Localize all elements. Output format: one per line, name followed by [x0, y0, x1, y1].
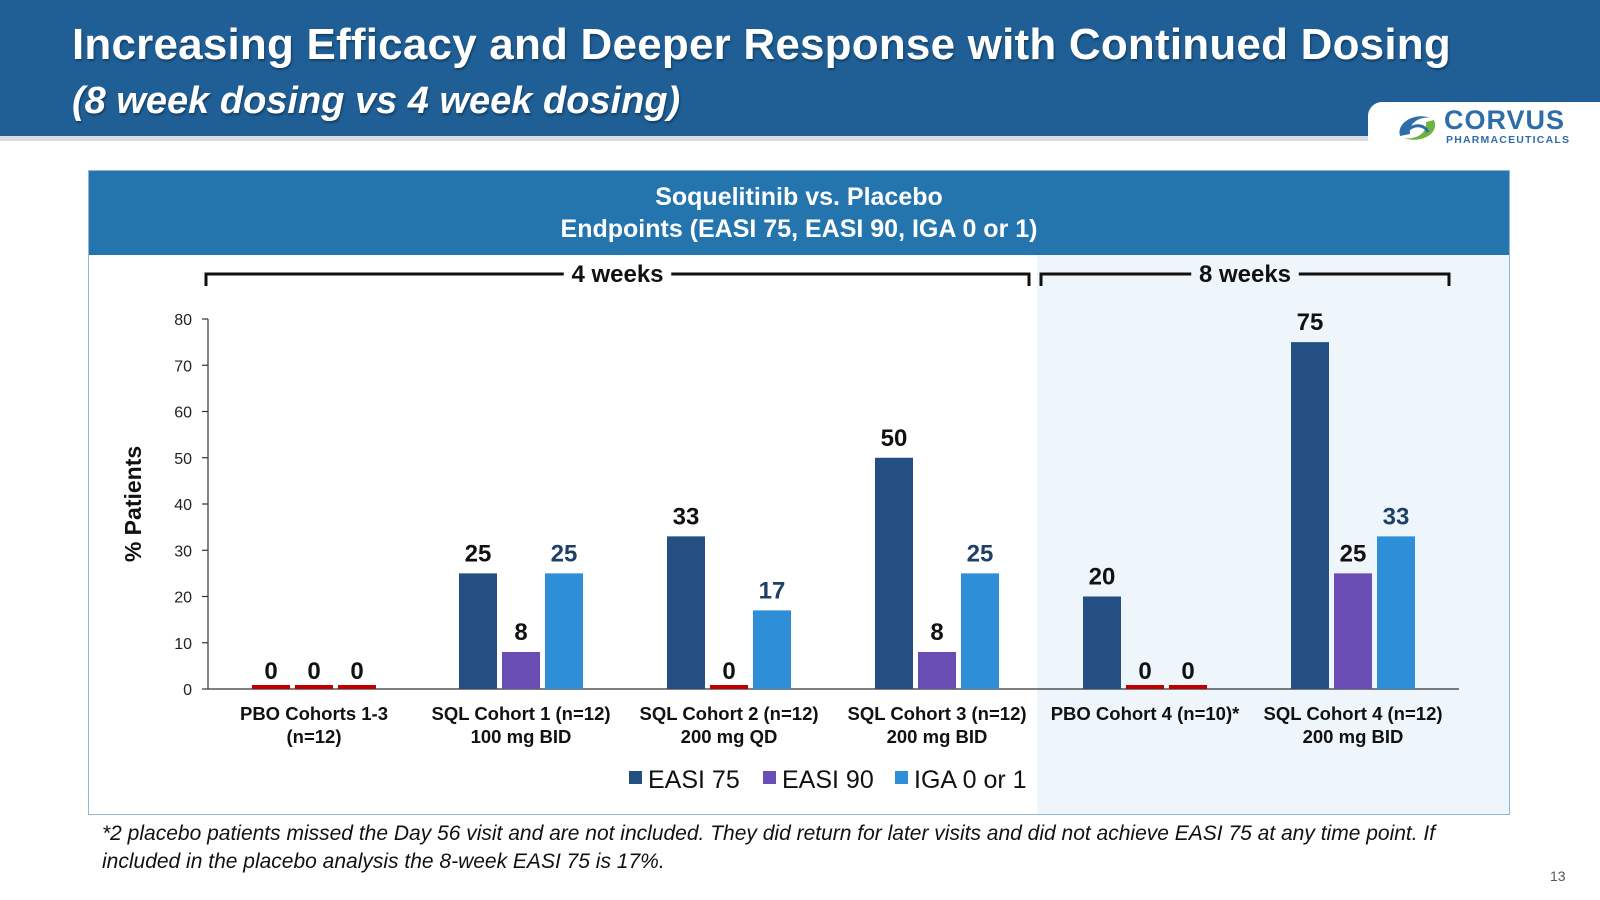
category-label: 200 mg BID — [887, 726, 988, 747]
company-logo: CORVUS PHARMACEUTICALS — [1368, 102, 1600, 154]
bar-zero-marker — [295, 685, 333, 689]
data-label: 0 — [722, 658, 735, 685]
bar-easi-90 — [918, 652, 956, 689]
data-label: 33 — [673, 503, 700, 530]
legend-label: EASI 75 — [648, 766, 740, 794]
category-label: PBO Cohort 4 (n=10)* — [1051, 703, 1240, 724]
y-tick-label: 80 — [174, 312, 192, 329]
panel-header: Soquelitinib vs. Placebo Endpoints (EASI… — [89, 171, 1509, 255]
data-label: 0 — [264, 658, 277, 685]
slide-subtitle: (8 week dosing vs 4 week dosing) — [72, 80, 681, 122]
data-label: 25 — [967, 540, 994, 567]
data-label: 0 — [307, 658, 320, 685]
chart-panel: Soquelitinib vs. Placebo Endpoints (EASI… — [88, 170, 1510, 815]
panel-title-line1: Soquelitinib vs. Placebo — [655, 183, 943, 211]
corvus-swirl-icon — [1399, 116, 1436, 140]
legend-swatch — [629, 771, 642, 784]
bar-zero-marker — [1169, 685, 1207, 689]
legend-label: IGA 0 or 1 — [914, 766, 1027, 794]
category-label: 200 mg QD — [681, 726, 778, 747]
y-tick-label: 20 — [174, 590, 192, 607]
page-number: 13 — [1550, 868, 1566, 884]
bar-zero-marker — [1126, 685, 1164, 689]
y-tick-label: 30 — [174, 543, 192, 560]
category-label: SQL Cohort 3 (n=12) — [847, 703, 1026, 724]
data-label: 8 — [514, 619, 527, 646]
y-tick-label: 10 — [174, 636, 192, 653]
logo-wordmark: CORVUS — [1444, 105, 1566, 135]
data-label: 75 — [1297, 309, 1324, 336]
eight-weeks-bracket-left — [1039, 272, 1192, 286]
bar-iga-0-or-1 — [1377, 536, 1415, 689]
category-label: 200 mg BID — [1303, 726, 1404, 747]
footnote: *2 placebo patients missed the Day 56 vi… — [102, 822, 1436, 873]
category-label: PBO Cohorts 1-3 — [240, 703, 388, 724]
bar-iga-0-or-1 — [545, 573, 583, 689]
data-label: 25 — [1340, 540, 1367, 567]
category-label: 100 mg BID — [471, 726, 572, 747]
bar-easi-75 — [875, 457, 913, 689]
data-label: 20 — [1089, 564, 1116, 591]
header-divider — [0, 136, 1600, 141]
bar-zero-marker — [252, 685, 290, 689]
data-label: 0 — [1181, 658, 1194, 685]
data-label: 17 — [759, 577, 786, 604]
four-weeks-label: 4 weeks — [571, 261, 663, 288]
bar-zero-marker — [338, 685, 376, 689]
category-label: SQL Cohort 2 (n=12) — [639, 703, 818, 724]
y-tick-label: 50 — [174, 451, 192, 468]
bar-iga-0-or-1 — [753, 610, 791, 689]
eight-weeks-label: 8 weeks — [1199, 261, 1291, 288]
eight-weeks-bracket-right — [1298, 272, 1451, 286]
category-label: (n=12) — [286, 726, 341, 747]
data-label: 0 — [350, 658, 363, 685]
y-tick-label: 60 — [174, 405, 192, 422]
y-tick-label: 0 — [183, 682, 192, 699]
data-label: 8 — [930, 619, 943, 646]
four-weeks-bracket-left — [204, 272, 564, 286]
bar-easi-75 — [1083, 596, 1121, 689]
bar-iga-0-or-1 — [961, 573, 999, 689]
legend-swatch — [895, 771, 908, 784]
data-label: 25 — [465, 540, 492, 567]
data-label: 33 — [1383, 503, 1410, 530]
logo-tagline: PHARMACEUTICALS — [1446, 134, 1571, 146]
bar-easi-75 — [459, 573, 497, 689]
bar-easi-75 — [1291, 342, 1329, 689]
slide-title: Increasing Efficacy and Deeper Response … — [72, 20, 1451, 69]
data-label: 25 — [551, 540, 578, 567]
bar-easi-90 — [1334, 573, 1372, 689]
panel-title-line2: Endpoints (EASI 75, EASI 90, IGA 0 or 1) — [560, 215, 1038, 243]
data-label: 0 — [1138, 658, 1151, 685]
bar-easi-75 — [667, 536, 705, 689]
bar-zero-marker — [710, 685, 748, 689]
y-axis-label: % Patients — [120, 446, 146, 562]
legend-label: EASI 90 — [782, 766, 874, 794]
y-tick-label: 70 — [174, 358, 192, 375]
slide-header: Increasing Efficacy and Deeper Response … — [0, 0, 1600, 136]
category-label: SQL Cohort 4 (n=12) — [1263, 703, 1442, 724]
legend-swatch — [763, 771, 776, 784]
category-label: SQL Cohort 1 (n=12) — [431, 703, 610, 724]
data-label: 50 — [881, 425, 908, 452]
four-weeks-bracket-right — [671, 272, 1031, 286]
y-tick-label: 40 — [174, 497, 192, 514]
bar-easi-90 — [502, 652, 540, 689]
eight-week-highlight — [1037, 255, 1509, 814]
